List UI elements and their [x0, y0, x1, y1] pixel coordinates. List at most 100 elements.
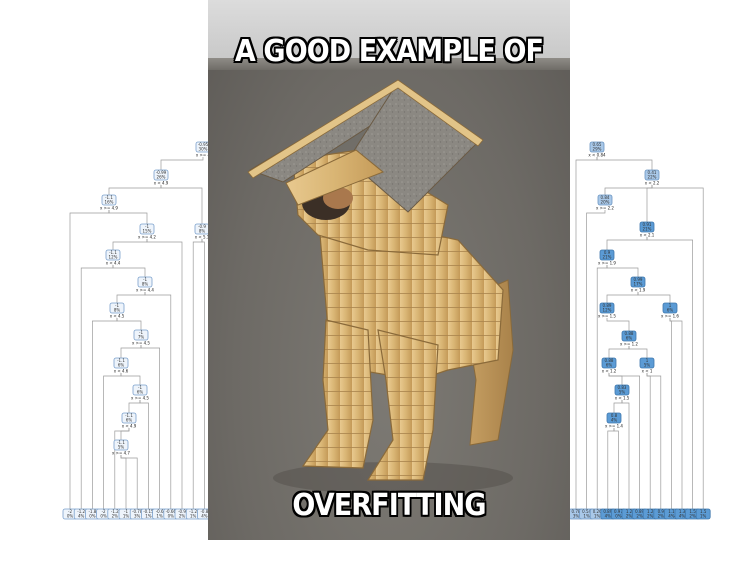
split-label: x >= 1.5 — [598, 314, 616, 319]
node-value: -2 — [102, 509, 106, 514]
node-value: -1.2 — [77, 509, 85, 514]
split-label: x >= 1.2 — [620, 342, 638, 347]
node-percent: 0% — [615, 514, 622, 519]
node-value: 0.88 — [625, 331, 634, 336]
node-percent: 1% — [123, 514, 130, 519]
node-value: -0.9 — [198, 224, 206, 229]
node-value: 0.97 — [614, 509, 623, 514]
tree-leaf: -1.24% — [73, 508, 89, 520]
tree-node: -1.16% — [121, 412, 137, 424]
node-percent: 5% — [619, 390, 626, 395]
node-value: -1.2 — [189, 509, 197, 514]
node-percent: 26% — [157, 175, 166, 180]
node-value: 0.41 — [648, 170, 657, 175]
node-value: 0.89 — [603, 303, 612, 308]
node-value: -1.1 — [117, 358, 125, 363]
node-percent: 2% — [689, 514, 696, 519]
node-percent: 6% — [118, 363, 125, 368]
node-percent: 4% — [668, 514, 675, 519]
tree-node: 0.886% — [621, 330, 637, 342]
node-value: 0.65 — [593, 142, 602, 147]
node-percent: 17% — [634, 282, 643, 287]
tree-node: -115% — [139, 223, 155, 235]
split-label: x < 4.9 — [154, 181, 169, 186]
node-value: 0.83 — [618, 385, 627, 390]
node-percent: 3% — [573, 514, 580, 519]
meme-bottom-caption: OVERFITTING — [292, 488, 486, 523]
split-label: x < 2.2 — [645, 181, 660, 186]
split-label: x >= 4.2 — [138, 235, 156, 240]
node-value: -0.99 — [156, 170, 167, 175]
node-value: -1 — [115, 303, 119, 308]
node-value: 0.89 — [635, 509, 644, 514]
node-value: -2 — [68, 509, 72, 514]
tree-node: 0.84% — [606, 412, 622, 424]
node-percent: 1% — [145, 514, 152, 519]
tree-node: 16% — [662, 302, 678, 314]
split-label: x >= 4.9 — [100, 206, 118, 211]
node-percent: 0% — [89, 514, 96, 519]
node-percent: 8% — [142, 282, 149, 287]
split-label: x >= 2.2 — [596, 206, 614, 211]
front-leg-right — [366, 329, 439, 481]
tree-node: -1.16% — [113, 357, 129, 369]
wall — [208, 0, 570, 58]
node-value: -1 — [139, 330, 143, 335]
roof-trim — [247, 79, 484, 179]
node-percent: 2% — [636, 514, 643, 519]
node-percent: 2% — [647, 514, 654, 519]
node-percent: 0% — [168, 514, 175, 519]
node-value: 0.26 — [593, 509, 602, 514]
node-value: 1.1 — [668, 509, 675, 514]
node-percent: 21% — [643, 227, 652, 232]
node-percent: 5% — [644, 363, 651, 368]
node-value: 1.3 — [679, 509, 686, 514]
split-label: x < 4.9 — [122, 424, 137, 429]
split-label: x < 4.4 — [106, 261, 121, 266]
node-percent: 4% — [605, 514, 612, 519]
node-value: -1 — [145, 224, 149, 229]
node-percent: 5% — [118, 445, 125, 450]
node-percent: 16% — [105, 200, 114, 205]
tree-leaf: 1.51% — [695, 508, 711, 520]
split-label: x < 4.5 — [110, 314, 125, 319]
node-value: 1.5 — [700, 509, 707, 514]
node-percent: 22% — [648, 175, 657, 180]
node-percent: 21% — [603, 255, 612, 260]
tree-node: -1.112% — [105, 249, 121, 261]
node-percent: 4% — [78, 514, 85, 519]
meme-top-caption: A GOOD EXAMPLE OF — [234, 34, 544, 69]
node-percent: 2% — [112, 514, 119, 519]
front-leg-left — [301, 319, 374, 469]
tree-leaf: -11% — [118, 508, 134, 520]
node-percent: 1% — [583, 514, 590, 519]
tree-leaf: -1.22% — [107, 508, 123, 520]
wooden-dog-house-illustration — [247, 79, 514, 494]
node-percent: 20% — [601, 200, 610, 205]
node-percent: 15% — [143, 229, 152, 234]
node-value: -0.95 — [198, 142, 209, 147]
node-percent: 6% — [137, 390, 144, 395]
split-label: x >= 1.9 — [598, 261, 616, 266]
node-value: 0.9 — [604, 250, 611, 255]
node-value: 1.2 — [626, 509, 633, 514]
node-value: 0.8 — [611, 413, 618, 418]
roof-gable — [285, 149, 384, 206]
node-value: 1 — [646, 358, 649, 363]
node-percent: 1% — [156, 514, 163, 519]
node-value: -1.1 — [117, 440, 125, 445]
node-value: -0.6 — [156, 509, 164, 514]
split-label: x >= 4 — [196, 153, 211, 158]
node-value: -0.66 — [166, 509, 177, 514]
node-percent: 1% — [190, 514, 197, 519]
tree-leaf: -20% — [96, 508, 111, 520]
node-percent: 30% — [199, 147, 208, 152]
tree-node: -17% — [133, 329, 149, 341]
tree-node: -18% — [137, 276, 153, 288]
